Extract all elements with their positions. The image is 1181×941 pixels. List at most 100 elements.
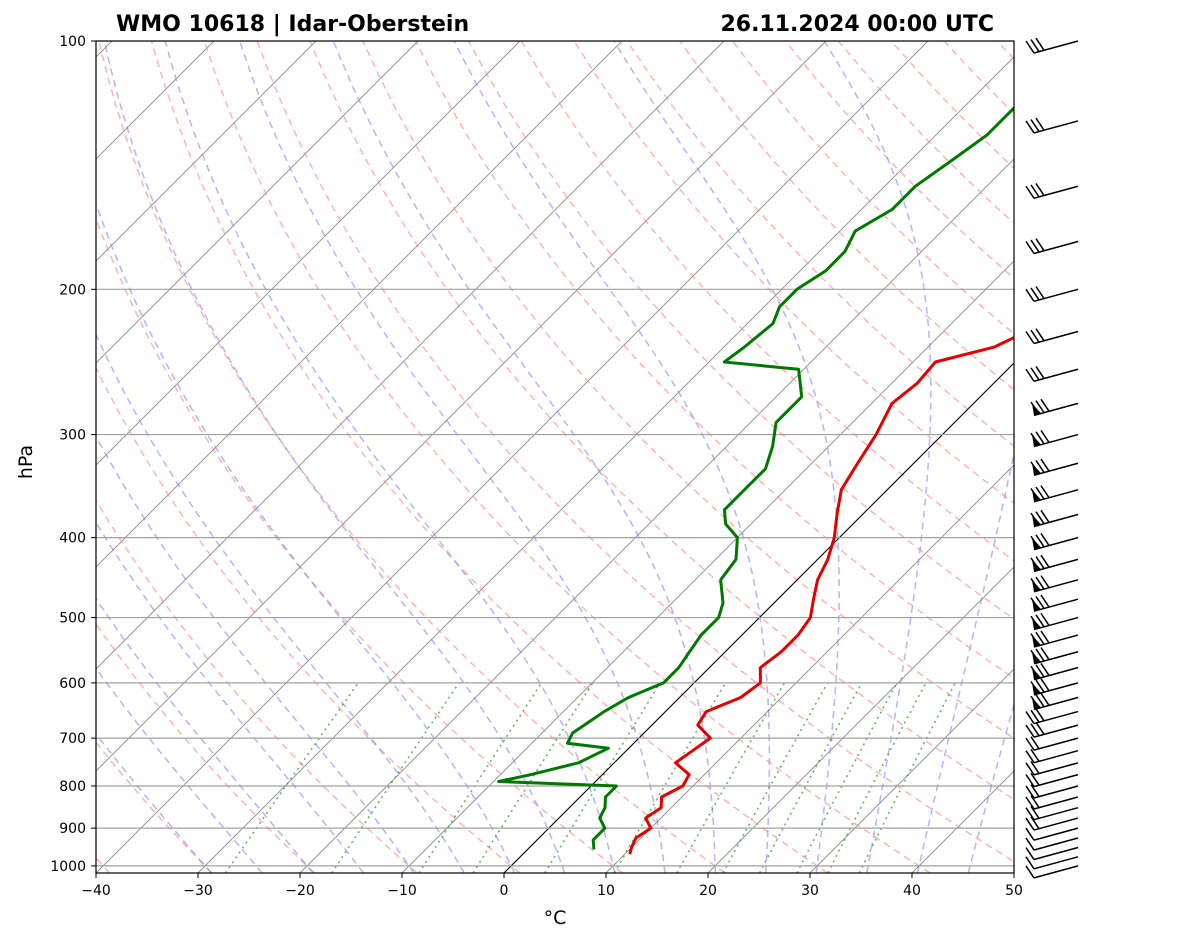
wind-barb-staff xyxy=(1033,402,1079,417)
x-tick-label: 40 xyxy=(903,883,921,899)
wind-barb-staff xyxy=(1033,368,1079,382)
wind-barb-line xyxy=(1030,401,1040,415)
mixing-ratio-line xyxy=(544,682,661,873)
wind-barb-staff xyxy=(1033,749,1079,764)
wind-barb xyxy=(1025,286,1079,303)
wind-barb-line xyxy=(1025,807,1035,821)
isotherm-line xyxy=(96,41,827,772)
isotherm-line xyxy=(96,41,317,262)
wind-barb xyxy=(1025,784,1079,799)
mixing-ratio-line xyxy=(224,682,359,873)
y-tick-label: 1000 xyxy=(50,859,86,875)
x-tick-label: 30 xyxy=(801,883,819,899)
wind-barb-line xyxy=(1035,595,1045,609)
wind-barb xyxy=(1030,485,1079,503)
wind-barb-line xyxy=(1025,737,1035,751)
mixing-ratio-line xyxy=(613,682,727,873)
wind-barb-line xyxy=(1025,827,1035,841)
wind-barb-line xyxy=(1035,486,1045,500)
wind-barb-line xyxy=(1030,239,1040,253)
y-tick-label: 200 xyxy=(59,282,86,298)
moist-adiabat-line xyxy=(332,41,717,873)
moist-adiabat-line xyxy=(453,41,771,873)
wind-barb-line xyxy=(1030,681,1040,694)
wind-barb-line xyxy=(1030,649,1040,663)
wind-barb-line xyxy=(1030,329,1040,343)
wind-barb-line xyxy=(1025,837,1035,851)
wind-barb-line xyxy=(1040,554,1050,568)
wind-barb-line xyxy=(1040,429,1050,443)
dry-adiabat-line xyxy=(784,41,1014,280)
y-tick-label: 500 xyxy=(59,611,86,627)
wind-barb xyxy=(1025,117,1079,134)
y-tick-label: 800 xyxy=(59,779,86,795)
wind-barb-line xyxy=(1030,39,1040,53)
wind-barb-staff xyxy=(1033,856,1079,870)
wind-barb-staff xyxy=(1033,489,1079,503)
wind-barb-line xyxy=(1040,485,1050,499)
wind-barb-line xyxy=(1035,708,1045,722)
moist-adiabat-line xyxy=(96,521,365,873)
wind-barb-line xyxy=(1035,534,1045,548)
x-tick-label: 50 xyxy=(1005,883,1023,899)
wind-barb-staff xyxy=(1033,710,1079,725)
wind-barb-line xyxy=(1035,511,1045,525)
dry-adiabat-line xyxy=(150,41,828,873)
chart-title-datetime: 26.11.2024 00:00 UTC xyxy=(720,12,994,37)
wind-barbs xyxy=(1025,37,1079,879)
x-tick-label: −10 xyxy=(387,883,417,899)
y-axis-label: hPa xyxy=(15,445,37,479)
wind-barb-staff xyxy=(1033,536,1079,551)
wind-barb xyxy=(1030,429,1079,448)
wind-barb-staff xyxy=(1033,462,1079,476)
wind-barb-staff xyxy=(1033,616,1079,631)
isotherm-line xyxy=(605,464,1014,873)
wind-barb-staff xyxy=(1033,579,1079,593)
wind-barb-staff xyxy=(1033,785,1079,799)
moist-adiabat-line xyxy=(103,41,566,873)
wind-barb-staff xyxy=(1033,185,1079,199)
wind-barb-line xyxy=(1030,557,1040,571)
wind-barb-line xyxy=(1035,721,1045,735)
moist-adiabat-line xyxy=(613,41,840,873)
wind-barb-line xyxy=(1035,556,1045,569)
wind-barb-line xyxy=(1030,287,1040,301)
wind-barb-line xyxy=(1035,366,1045,379)
wind-barb-line xyxy=(1035,631,1045,645)
wind-barb-staff xyxy=(1033,651,1079,665)
wind-barb xyxy=(1025,837,1079,851)
wind-barb xyxy=(1025,795,1079,810)
mixing-ratio-line xyxy=(472,682,594,873)
wind-barb xyxy=(1025,721,1079,738)
wind-barb-staff xyxy=(1033,513,1079,528)
dry-adiabat-line xyxy=(97,41,726,873)
mixing-ratio-line xyxy=(418,682,543,873)
mixing-ratio-line xyxy=(331,682,460,873)
wind-barb-line xyxy=(1040,612,1050,626)
isotherm-line xyxy=(96,41,929,873)
dry-adiabat-line xyxy=(1050,41,1181,873)
wind-barb-line xyxy=(1030,432,1040,446)
isotherm-line xyxy=(96,41,419,364)
wind-barb-staff xyxy=(1033,865,1079,879)
wind-barb-line xyxy=(1035,460,1045,473)
wind-barb-staff xyxy=(1033,806,1079,821)
wind-barb xyxy=(1030,533,1079,551)
isotherm-line xyxy=(809,668,1014,873)
dry-adiabat-line xyxy=(996,41,1014,60)
wind-barb xyxy=(1030,458,1079,476)
moist-adiabat-line xyxy=(96,201,516,873)
wind-barb-staff xyxy=(1033,288,1079,303)
wind-barb-line xyxy=(1035,679,1045,693)
y-tick-label: 300 xyxy=(59,428,86,444)
chart-title-station: WMO 10618 | Idar-Oberstein xyxy=(116,12,469,37)
wind-barb xyxy=(1025,366,1079,382)
wind-barb-line xyxy=(1030,816,1040,830)
dry-adiabat-line xyxy=(467,41,1014,620)
moist-adiabat-line xyxy=(916,449,1014,873)
wind-barb-staff xyxy=(1033,240,1079,255)
wind-barb-staff xyxy=(1033,696,1079,711)
wind-barb-line xyxy=(1025,847,1035,860)
wind-barb-line xyxy=(1030,578,1040,591)
